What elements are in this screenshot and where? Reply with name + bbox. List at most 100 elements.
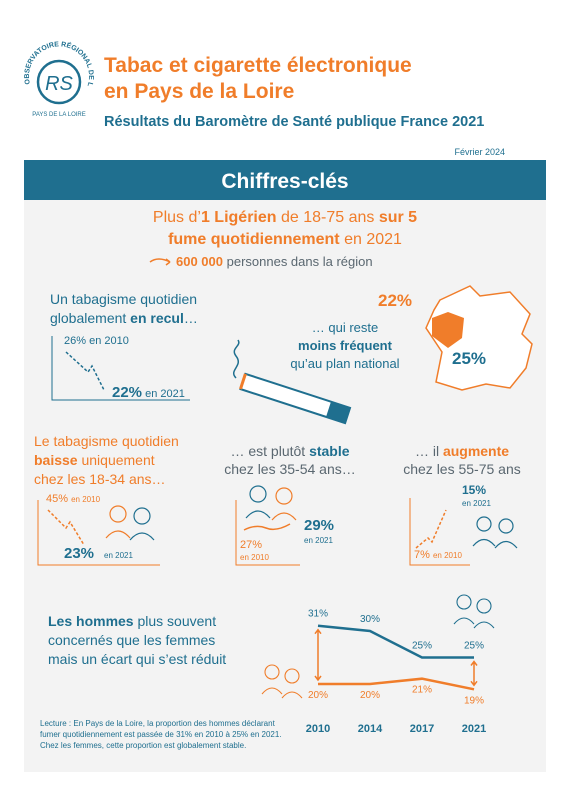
text: mais un écart qui s’est réduit	[48, 651, 226, 667]
text: …	[184, 310, 198, 326]
mini-axis	[37, 500, 160, 566]
banner	[24, 160, 546, 200]
text: en 2021	[104, 551, 133, 560]
trend	[65, 351, 105, 391]
value-label: 30%	[360, 614, 380, 625]
text: 22% en 2021	[112, 384, 185, 401]
trend	[243, 523, 291, 531]
series-line	[317, 624, 474, 659]
trend	[415, 509, 447, 549]
text: 7%	[414, 549, 430, 561]
headline: fume quotidiennement en 2021	[168, 231, 402, 248]
text: chez les 55-75 ans	[403, 461, 521, 477]
text: 600 000	[176, 254, 223, 269]
smoke	[233, 339, 240, 379]
people-icon	[261, 664, 303, 699]
arrow	[149, 258, 171, 266]
gap-arrow	[314, 628, 322, 682]
logo-ring	[36, 59, 82, 105]
text: en 2010	[433, 551, 462, 560]
value-label: 20%	[360, 690, 380, 701]
cigarette	[239, 372, 352, 425]
text: Le tabagisme quotidien	[34, 433, 179, 449]
text: 22%	[378, 291, 412, 310]
x-tick-label: 2014	[358, 723, 383, 735]
title: Tabac et cigarette électronique	[104, 54, 412, 77]
text: … il augmente	[415, 443, 509, 459]
text: en 2021	[142, 388, 185, 400]
banner-text: Chiffres-clés	[221, 170, 348, 193]
text: chez les 18-34 ans…	[34, 471, 166, 487]
text: chez les 35-54 ans…	[224, 461, 356, 477]
text: Les hommes	[48, 613, 134, 629]
text: de 18-75 ans	[277, 209, 379, 226]
logo-region: PAYS DE LA LOIRE	[32, 112, 85, 118]
text: concernés que les femmes	[48, 632, 215, 648]
text: 45% en 2010	[46, 493, 101, 505]
title: en Pays de la Loire	[104, 80, 294, 103]
text: … qui reste	[312, 320, 378, 335]
logo-letters: RS	[45, 73, 73, 95]
text: qu’au plan national	[290, 356, 399, 371]
text: 15%	[462, 483, 486, 497]
text: en 2010	[71, 495, 100, 504]
text: baisse uniquement	[34, 452, 155, 468]
value-label: 31%	[308, 609, 328, 620]
text: … est plutôt stable	[230, 443, 349, 459]
series-line	[318, 677, 475, 691]
text: 29%	[304, 517, 334, 534]
text: Un tabagisme quotidien	[50, 291, 197, 307]
text: globalement	[50, 310, 130, 326]
text: Plus d’	[153, 209, 201, 226]
headline: Plus d’1 Ligérien de 18-75 ans sur 5	[153, 209, 417, 226]
x-tick-label: 2017	[410, 723, 434, 735]
text: baisse	[34, 452, 78, 468]
region-map	[432, 312, 464, 348]
text: fume quotidiennement	[168, 231, 340, 248]
people-icon	[105, 505, 155, 541]
value-label: 20%	[308, 690, 328, 701]
text: 23%	[64, 545, 94, 562]
footnote: Lecture : En Pays de la Loire, la propor…	[40, 719, 276, 728]
mini-axis	[409, 498, 470, 566]
value-label: 19%	[464, 695, 484, 706]
text: … est plutôt	[230, 443, 309, 459]
text: globalement en recul…	[50, 310, 198, 326]
text: moins fréquent	[298, 338, 393, 353]
text: stable	[309, 443, 350, 459]
text: 22%	[112, 384, 142, 401]
text: en recul	[130, 310, 184, 326]
text: uniquement	[78, 452, 155, 468]
headline-sub: 600 000 personnes dans la région	[176, 254, 373, 269]
subtitle: Résultats du Baromètre de Santé publique…	[104, 114, 484, 130]
trend	[47, 509, 85, 546]
x-tick-label: 2010	[306, 723, 330, 735]
france-map	[425, 285, 533, 391]
text: personnes dans la région	[223, 254, 373, 269]
mini-axis	[235, 500, 300, 566]
x-tick-label: 2021	[462, 723, 486, 735]
text: 1 Ligérien	[201, 209, 277, 226]
text: en 2021	[462, 499, 491, 508]
people-icon	[245, 485, 297, 521]
text: plus souvent	[134, 613, 217, 629]
text: … il	[415, 443, 443, 459]
value-label: 25%	[464, 641, 484, 652]
date: Février 2024	[454, 147, 505, 157]
text: augmente	[443, 443, 509, 459]
footnote: fumer quotidiennement est passée de 31% …	[40, 730, 282, 739]
text: Les hommes plus souvent	[48, 613, 216, 629]
gap-arrow	[470, 660, 478, 687]
footnote: Chez les femmes, cette proportion est gl…	[40, 741, 246, 750]
line-chart: 2010 2014 2017 2021 31% 30% 25% 25% 20% 20% 21% 19%	[306, 609, 486, 735]
people-icon	[453, 594, 495, 629]
value-label: 21%	[412, 685, 432, 696]
text: sur 5	[379, 209, 417, 226]
text: 45%	[46, 493, 68, 505]
text: en 2021	[304, 536, 333, 545]
people-icon	[472, 516, 518, 549]
mini-axis	[51, 336, 190, 401]
text: 25%	[452, 349, 486, 368]
